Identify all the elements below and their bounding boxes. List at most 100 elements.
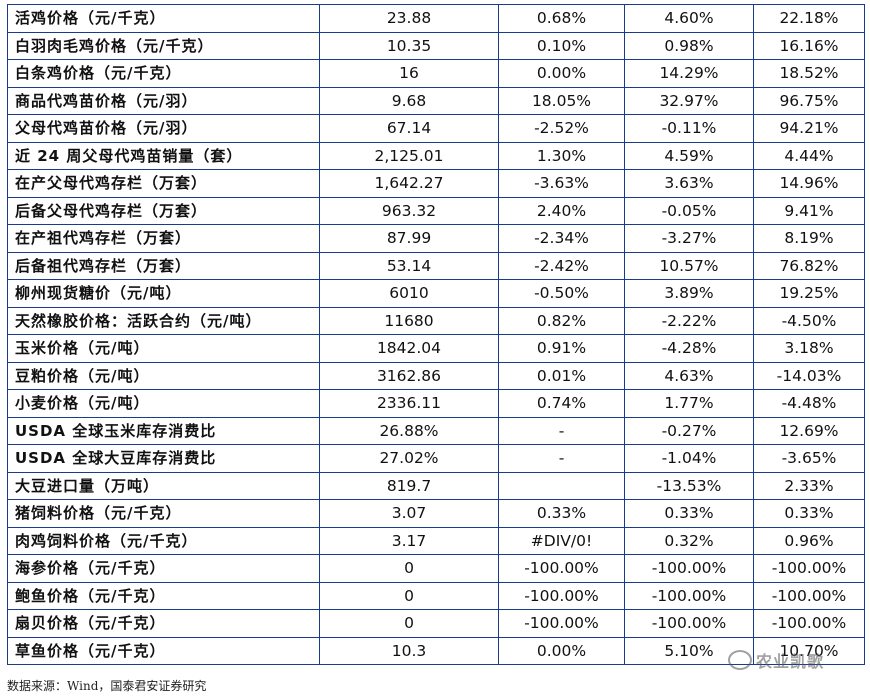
data-table: 活鸡价格（元/千克） 23.88 0.68% 4.60% 22.18% 白羽肉毛鸡价格（元… [7, 4, 865, 665]
table-row: 父母代鸡苗价格（元/羽） 67.14 -2.52% -0.11% 94.21% [7, 114, 865, 143]
change-cell-1: - [498, 417, 625, 445]
table-row: 豆粕价格（元/吨） 3162.86 0.01% 4.63% -14.03% [7, 362, 865, 390]
change-cell-1: 0.33% [498, 499, 625, 528]
row-label: 大豆进口量（万吨） [7, 472, 320, 500]
change-cell-1: -100.00% [498, 554, 625, 583]
row-label: 后备祖代鸡存栏（万套） [7, 252, 320, 280]
table-row: 白羽肉毛鸡价格（元/千克） 10.35 0.10% 0.98% 16.16% [7, 32, 865, 60]
change-cell-1: 0.82% [498, 307, 625, 335]
change-cell-3: 2.33% [753, 472, 865, 500]
value-cell: 0 [319, 582, 499, 610]
row-label: 小麦价格（元/吨） [7, 389, 320, 418]
change-cell-3: -4.50% [753, 307, 865, 335]
value-cell: 23.88 [319, 4, 499, 33]
table-row: 后备父母代鸡存栏（万套） 963.32 2.40% -0.05% 9.41% [7, 197, 865, 225]
value-cell: 3162.86 [319, 362, 499, 390]
change-cell-1: 0.91% [498, 334, 625, 363]
change-cell-2: -2.22% [624, 307, 754, 335]
change-cell-2: -0.27% [624, 417, 754, 445]
table-row: 肉鸡饲料价格（元/千克） 3.17 #DIV/0! 0.32% 0.96% [7, 527, 865, 555]
change-cell-1: -3.63% [498, 169, 625, 198]
row-label: 柳州现货糖价（元/吨） [7, 279, 320, 308]
change-cell-2: 32.97% [624, 87, 754, 115]
row-label: 近 24 周父母代鸡苗销量（套） [7, 142, 320, 170]
value-cell: 2,125.01 [319, 142, 499, 170]
value-cell: 9.68 [319, 87, 499, 115]
change-cell-3: -100.00% [753, 609, 865, 638]
change-cell-1: #DIV/0! [498, 527, 625, 555]
row-label: 白条鸡价格（元/千克） [7, 59, 320, 88]
table-row: 鲍鱼价格（元/千克） 0 -100.00% -100.00% -100.00% [7, 582, 865, 610]
change-cell-1: 0.74% [498, 389, 625, 418]
change-cell-3: -100.00% [753, 554, 865, 583]
value-cell: 3.17 [319, 527, 499, 555]
change-cell-3: -4.48% [753, 389, 865, 418]
change-cell-3: 96.75% [753, 87, 865, 115]
change-cell-3: 4.44% [753, 142, 865, 170]
change-cell-2: -100.00% [624, 609, 754, 638]
change-cell-2: -3.27% [624, 224, 754, 253]
change-cell-3: 3.18% [753, 334, 865, 363]
change-cell-2: 0.33% [624, 499, 754, 528]
value-cell: 27.02% [319, 444, 499, 473]
data-table-body: 活鸡价格（元/千克） 23.88 0.68% 4.60% 22.18% 白羽肉毛鸡价格（元… [7, 4, 865, 665]
change-cell-1 [498, 472, 625, 500]
change-cell-3: -100.00% [753, 582, 865, 610]
row-label: 父母代鸡苗价格（元/羽） [7, 114, 320, 143]
row-label: 肉鸡饲料价格（元/千克） [7, 527, 320, 555]
change-cell-3: 19.25% [753, 279, 865, 308]
change-cell-3: 16.16% [753, 32, 865, 60]
table-row: USDA 全球大豆库存消费比 27.02% - -1.04% -3.65% [7, 444, 865, 473]
change-cell-1: 0.10% [498, 32, 625, 60]
row-label: USDA 全球玉米库存消费比 [7, 417, 320, 445]
table-row: USDA 全球玉米库存消费比 26.88% - -0.27% 12.69% [7, 417, 865, 445]
value-cell: 16 [319, 59, 499, 88]
row-label: 海参价格（元/千克） [7, 554, 320, 583]
value-cell: 819.7 [319, 472, 499, 500]
table-row: 在产父母代鸡存栏（万套） 1,642.27 -3.63% 3.63% 14.96% [7, 169, 865, 198]
source-note: 数据来源：Wind，国泰君安证券研究 [7, 679, 207, 693]
change-cell-3: 22.18% [753, 4, 865, 33]
table-row: 海参价格（元/千克） 0 -100.00% -100.00% -100.00% [7, 554, 865, 583]
value-cell: 2336.11 [319, 389, 499, 418]
change-cell-3: 18.52% [753, 59, 865, 88]
row-label: 商品代鸡苗价格（元/羽） [7, 87, 320, 115]
change-cell-3: 14.96% [753, 169, 865, 198]
change-cell-3: 76.82% [753, 252, 865, 280]
change-cell-1: 18.05% [498, 87, 625, 115]
change-cell-2: -1.04% [624, 444, 754, 473]
value-cell: 1842.04 [319, 334, 499, 363]
change-cell-2: 4.60% [624, 4, 754, 33]
table-row: 天然橡胶价格：活跃合约（元/吨） 11680 0.82% -2.22% -4.50% [7, 307, 865, 335]
change-cell-2: 0.98% [624, 32, 754, 60]
change-cell-3: 8.19% [753, 224, 865, 253]
change-cell-2: 4.59% [624, 142, 754, 170]
change-cell-3: 12.69% [753, 417, 865, 445]
change-cell-2: -0.05% [624, 197, 754, 225]
change-cell-1: 0.01% [498, 362, 625, 390]
value-cell: 53.14 [319, 252, 499, 280]
change-cell-3: 94.21% [753, 114, 865, 143]
row-label: 扇贝价格（元/千克） [7, 609, 320, 638]
row-label: 草鱼价格（元/千克） [7, 637, 320, 665]
row-label: USDA 全球大豆库存消费比 [7, 444, 320, 473]
change-cell-2: 14.29% [624, 59, 754, 88]
row-label: 猪饲料价格（元/千克） [7, 499, 320, 528]
table-row: 在产祖代鸡存栏（万套） 87.99 -2.34% -3.27% 8.19% [7, 224, 865, 253]
row-label: 豆粕价格（元/吨） [7, 362, 320, 390]
value-cell: 67.14 [319, 114, 499, 143]
value-cell: 1,642.27 [319, 169, 499, 198]
change-cell-1: -0.50% [498, 279, 625, 308]
change-cell-2: 1.77% [624, 389, 754, 418]
wechat-icon [728, 650, 752, 670]
change-cell-1: - [498, 444, 625, 473]
row-label: 白羽肉毛鸡价格（元/千克） [7, 32, 320, 60]
change-cell-3: -3.65% [753, 444, 865, 473]
row-label: 鲍鱼价格（元/千克） [7, 582, 320, 610]
value-cell: 3.07 [319, 499, 499, 528]
table-row: 后备祖代鸡存栏（万套） 53.14 -2.42% 10.57% 76.82% [7, 252, 865, 280]
table-row: 柳州现货糖价（元/吨） 6010 -0.50% 3.89% 19.25% [7, 279, 865, 308]
change-cell-3: 9.41% [753, 197, 865, 225]
change-cell-2: -0.11% [624, 114, 754, 143]
row-label: 天然橡胶价格：活跃合约（元/吨） [7, 307, 320, 335]
